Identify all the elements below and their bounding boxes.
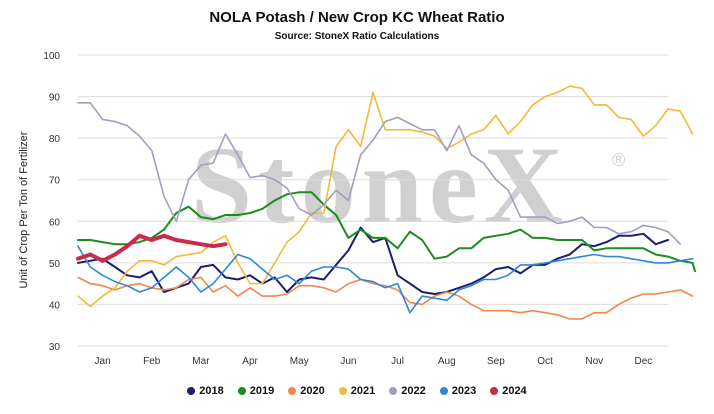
x-tick-label: Jul (391, 356, 404, 367)
legend: 2018 2019 2020 2021 2022 2023 2024 (0, 385, 714, 397)
legend-label: 2023 (451, 385, 477, 397)
x-tick-label: Jun (340, 356, 356, 367)
registered-mark-icon: ® (612, 150, 626, 170)
x-tick-label: Oct (537, 356, 553, 367)
series-lines (76, 85, 696, 320)
legend-label: 2020 (300, 385, 325, 397)
y-tick-label: 100 (43, 51, 60, 62)
x-tick-label: Aug (438, 356, 456, 367)
series-line-2021 (77, 85, 694, 308)
legend-item-2022[interactable]: 2022 (389, 385, 426, 397)
x-tick-label: Feb (143, 356, 161, 367)
y-tick-label: 80 (49, 134, 61, 145)
x-tick-label: Nov (585, 356, 603, 367)
x-tick-label: Dec (635, 356, 653, 367)
y-tick-label: 70 (49, 176, 61, 187)
y-tick-label: 30 (49, 342, 61, 353)
chart-subtitle: Source: StoneX Ratio Calculations (274, 31, 440, 42)
legend-dot-icon (288, 387, 297, 395)
chart-title: NOLA Potash / New Crop KC Wheat Ratio (209, 9, 505, 26)
y-tick-label: 50 (49, 259, 61, 270)
legend-dot-icon (490, 387, 499, 395)
legend-label: 2022 (401, 385, 426, 397)
legend-item-2024[interactable]: 2024 (490, 385, 527, 397)
legend-item-2023[interactable]: 2023 (439, 385, 477, 397)
legend-dot-icon (237, 387, 246, 395)
legend-dot-icon (439, 387, 448, 395)
x-axis-ticks: Jan Feb Mar Apr May Jun Jul Aug Sep Oct Nov Dec (95, 356, 653, 367)
legend-label: 2024 (502, 385, 527, 397)
series-line-2020 (77, 276, 694, 320)
x-tick-label: Jan (95, 356, 111, 367)
series-line-2023 (77, 245, 694, 314)
y-tick-label: 40 (49, 300, 61, 311)
series-line-2024 (76, 233, 228, 263)
series-line-2019 (77, 191, 696, 273)
legend-label: 2018 (199, 385, 224, 397)
legend-item-2021[interactable]: 2021 (338, 385, 376, 397)
y-tick-label: 60 (49, 217, 61, 228)
legend-item-2020[interactable]: 2020 (288, 385, 325, 397)
legend-label: 2021 (350, 385, 376, 397)
x-tick-label: May (290, 356, 309, 367)
legend-dot-icon (338, 387, 347, 395)
legend-dot-icon (389, 387, 398, 395)
y-axis-label: Unit of Crop Per Ton of Fertilizer (18, 131, 30, 288)
y-tick-label: 90 (49, 93, 61, 104)
legend-item-2019[interactable]: 2019 (237, 385, 275, 397)
legend-item-2018[interactable]: 2018 (187, 385, 224, 397)
x-tick-label: Sep (487, 356, 505, 367)
y-axis-ticks: 30 40 50 60 70 80 90 100 (43, 51, 60, 353)
legend-label: 2019 (249, 385, 275, 397)
legend-dot-icon (187, 387, 196, 395)
series-line-2022 (77, 102, 682, 245)
x-tick-label: Mar (192, 356, 210, 367)
x-tick-label: Apr (242, 356, 258, 367)
